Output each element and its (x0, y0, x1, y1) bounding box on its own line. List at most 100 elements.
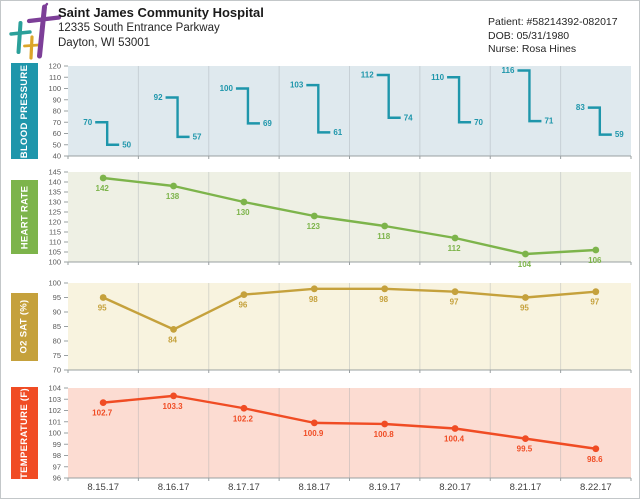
temperature-f-label-box: TEMPERATURE (F) (11, 387, 38, 479)
y-tick-label: 100 (48, 258, 61, 267)
diastolic-label: 61 (333, 128, 342, 137)
date-label: 8.18.17 (298, 482, 331, 493)
data-point-marker (522, 435, 529, 443)
data-point-marker (592, 445, 600, 453)
bp-reading-bracket (95, 121, 120, 146)
y-tick-label: 101 (48, 417, 61, 426)
data-label: 130 (236, 208, 250, 217)
data-point-marker (451, 234, 459, 242)
heart-rate-chart: 1001051101151201251301351401451421381301… (48, 168, 632, 269)
y-tick-label: 70 (53, 118, 61, 127)
y-tick-label: 110 (49, 73, 61, 82)
teal-cross-icon (9, 21, 32, 54)
data-point-marker (99, 294, 107, 301)
data-point-marker (381, 222, 389, 230)
y-tick-label: 130 (48, 198, 61, 207)
y-tick-label: 100 (48, 429, 61, 438)
data-label: 95 (98, 304, 107, 313)
data-point-marker (99, 399, 107, 407)
y-tick-label: 90 (53, 308, 61, 317)
y-tick-label: 140 (48, 178, 61, 187)
chart-title: TEMPERATURE (F) (19, 387, 30, 479)
systolic-label: 103 (290, 81, 304, 90)
gold-cross-icon (23, 35, 40, 60)
data-point-marker (240, 291, 248, 298)
data-label: 99.5 (517, 445, 533, 454)
y-tick-label: 80 (53, 337, 61, 346)
data-point-marker (522, 250, 529, 258)
heart-rate-label-box: HEART RATE (11, 180, 38, 254)
y-tick-label: 103 (48, 395, 61, 404)
data-label: 98 (309, 295, 318, 304)
plot-area (68, 66, 631, 156)
y-tick-label: 100 (48, 279, 61, 288)
data-label: 100.9 (303, 429, 324, 438)
data-label: 97 (590, 298, 599, 307)
date-label: 8.19.17 (368, 482, 401, 493)
y-tick-label: 85 (53, 322, 61, 331)
temperature-f-line (103, 394, 596, 450)
y-tick-label: 105 (48, 248, 61, 257)
diastolic-label: 74 (404, 113, 413, 122)
data-label: 102.2 (233, 414, 254, 423)
temperature-f-chart: 96 97 98 99 100 101 102 103 104 102.7 103.3 102.2 10… (48, 384, 632, 483)
y-tick-label: 145 (48, 168, 61, 177)
y-tick-label: 96 (53, 474, 61, 483)
data-label: 95 (520, 304, 529, 313)
systolic-label: 100 (220, 84, 234, 93)
systolic-label: 83 (576, 103, 585, 112)
hospital-city-state: Dayton, WI 53001 (58, 37, 151, 49)
y-tick-label: 97 (53, 462, 61, 471)
data-point-marker (310, 285, 318, 293)
hospital-address: 12335 South Entrance Parkway (58, 22, 220, 34)
y-tick-label: 98 (53, 451, 61, 460)
data-point-marker (592, 246, 600, 254)
diastolic-label: 59 (615, 130, 624, 139)
chart-title: BLOOD PRESSURE (19, 64, 30, 158)
y-tick-label: 135 (48, 188, 61, 197)
y-tick-label: 100 (48, 84, 61, 93)
data-label: 103.3 (163, 402, 184, 411)
o2-sat-chart: 70 75 80 85 90 95 100 95 84 96 98 98 97 95 97 (48, 279, 632, 375)
plot-area (68, 172, 631, 262)
data-label: 102.7 (92, 409, 113, 418)
hospital-logo (9, 2, 62, 60)
y-tick-label: 99 (53, 440, 61, 449)
patient-info-block: Patient: #58214392-082017 DOB: 05/31/198… (488, 16, 618, 57)
bp-reading-bracket (235, 87, 260, 125)
bp-reading-bracket (306, 83, 331, 134)
y-tick-label: 50 (53, 140, 61, 149)
y-tick-label: 104 (48, 384, 61, 393)
plot-area (68, 388, 631, 478)
y-tick-label: 80 (53, 107, 61, 116)
data-label: 96 (238, 301, 247, 310)
hospital-name: Saint James Community Hospital (58, 5, 264, 20)
date-label: 8.16.17 (157, 482, 190, 493)
data-label: 138 (166, 192, 180, 201)
data-label: 97 (450, 298, 459, 307)
systolic-label: 116 (502, 66, 515, 75)
data-point-marker (451, 288, 459, 296)
y-tick-label: 110 (49, 238, 61, 247)
bp-reading-bracket (517, 69, 542, 123)
data-label: 142 (96, 184, 110, 193)
y-tick-label: 115 (49, 228, 61, 237)
heart-rate-line (103, 176, 596, 256)
bp-reading-bracket (447, 76, 472, 124)
diastolic-label: 50 (122, 140, 131, 149)
data-label: 118 (377, 232, 390, 241)
data-point-marker (381, 420, 389, 428)
bp-reading-bracket (165, 96, 190, 139)
y-tick-label: 60 (53, 129, 61, 138)
o2-sat-label-box: O2 SAT (%) (11, 292, 38, 361)
data-point-marker (451, 425, 459, 432)
y-tick-label: 90 (53, 95, 61, 104)
purple-cross-icon (26, 2, 62, 59)
y-tick-label: 70 (53, 366, 61, 375)
data-point-marker (170, 182, 177, 190)
data-label: 112 (448, 244, 461, 253)
data-point-marker (522, 294, 529, 301)
y-tick-label: 40 (53, 152, 61, 161)
systolic-label: 110 (431, 73, 444, 82)
date-label: 8.17.17 (228, 482, 260, 493)
